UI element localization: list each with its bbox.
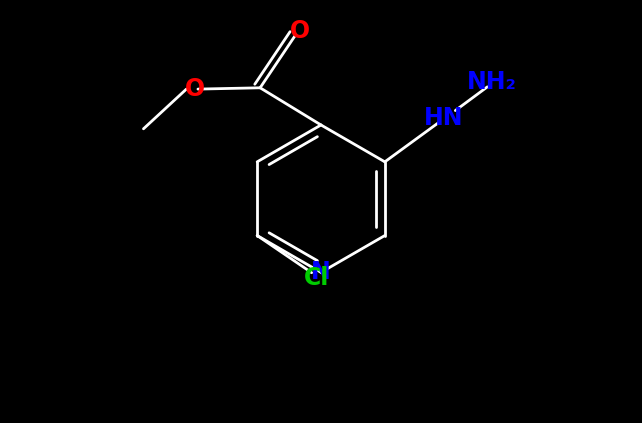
Text: O: O <box>290 19 310 43</box>
Text: HN: HN <box>424 106 464 129</box>
Text: Cl: Cl <box>304 266 329 290</box>
Text: O: O <box>185 77 205 101</box>
Text: N: N <box>311 261 331 284</box>
Text: NH₂: NH₂ <box>467 70 517 94</box>
